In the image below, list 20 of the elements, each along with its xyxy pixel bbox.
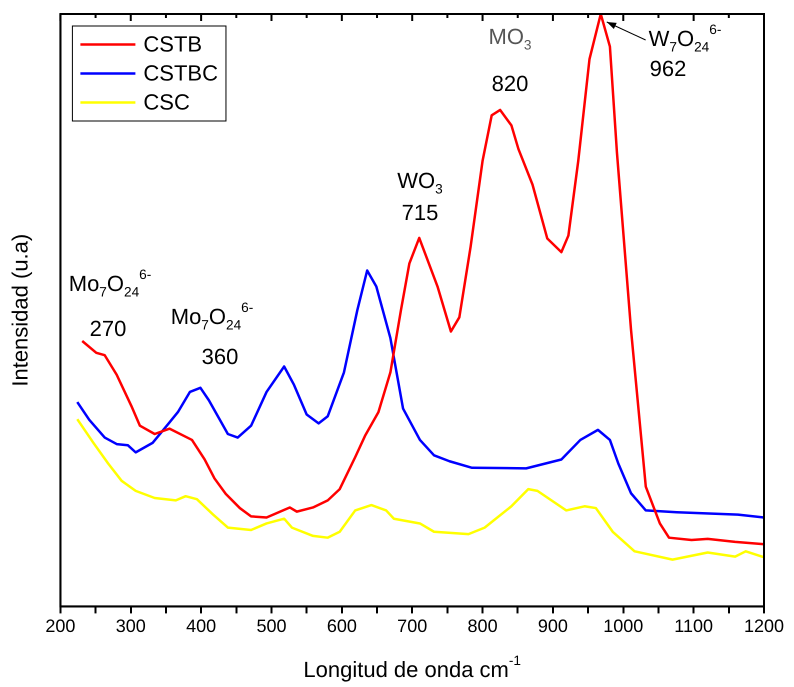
x-tick-label: 700 — [397, 616, 428, 636]
x-tick-label: 600 — [326, 616, 357, 636]
x-tick-label: 300 — [116, 616, 146, 636]
x-tick-label: 900 — [538, 616, 568, 636]
x-tick-label: 400 — [186, 616, 216, 636]
annotation: 360 — [202, 344, 238, 370]
legend-label: CSTB — [143, 32, 202, 57]
x-tick-label: 500 — [256, 616, 287, 636]
x-tick-label: 1200 — [744, 616, 784, 636]
x-tick-label: 1100 — [674, 616, 713, 636]
y-axis-title: Intensidad (u.a) — [7, 234, 32, 387]
annotation: 820 — [492, 71, 528, 96]
x-tick-label: 200 — [45, 616, 76, 636]
legend-label: CSTBC — [143, 60, 218, 86]
annotation: 715 — [402, 200, 438, 226]
legend-label: CSC — [143, 90, 190, 115]
x-tick-label: 1000 — [603, 616, 644, 636]
annotation: 270 — [90, 316, 126, 342]
annotation: 962 — [650, 56, 686, 82]
x-tick-label: 800 — [468, 616, 498, 636]
